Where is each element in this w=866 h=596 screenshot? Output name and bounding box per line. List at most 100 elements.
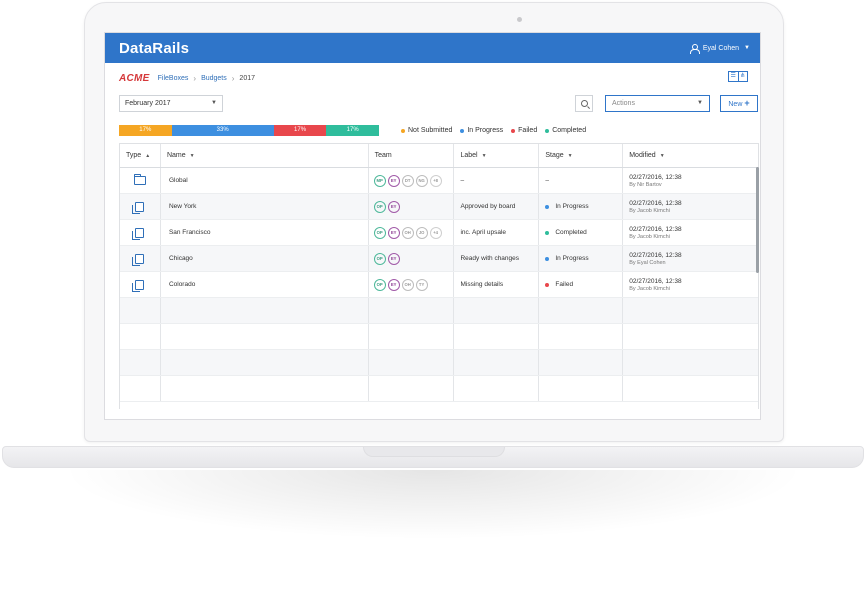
period-value: February 2017	[125, 100, 171, 107]
modified-cell: 02/27/2016, 12:38 By Nir Bartov	[623, 168, 758, 193]
row-name: Global	[168, 177, 188, 184]
table-row	[120, 350, 758, 376]
legend-dot-icon	[545, 128, 550, 133]
table-row[interactable]: Colorado OP EY OH TY Missing details Failed 02/…	[120, 272, 758, 298]
table-row[interactable]: San Francisco OP EY OH JO +4 inc. April upsale…	[120, 220, 758, 246]
table-scrollbar[interactable]	[756, 167, 759, 273]
stage-cell: In Progress	[539, 194, 624, 219]
top-bar: DataRails Eyal Cohen ▼	[105, 33, 760, 63]
team-avatar[interactable]: OH	[401, 278, 414, 291]
modified-cell: 02/27/2016, 12:38 By Eyal Cohen	[623, 246, 758, 271]
column-header-stage[interactable]: Stage ▼	[539, 144, 624, 167]
name-cell	[161, 324, 369, 349]
column-header-team[interactable]: Team	[369, 144, 455, 167]
table-row[interactable]: New York OP EY Approved by board In Progress…	[120, 194, 758, 220]
team-avatar[interactable]: EY	[387, 200, 400, 213]
row-name: San Francisco	[168, 229, 211, 236]
name-cell[interactable]: New York	[161, 194, 369, 219]
new-button[interactable]: New +	[720, 95, 758, 112]
table-row	[120, 324, 758, 350]
type-cell	[120, 324, 161, 349]
legend-item: Not Submitted	[401, 127, 452, 134]
type-cell	[120, 246, 161, 271]
table-header: Type ▲ Name ▼ Team Label ▼ Stage ▼ Modified ▼	[120, 144, 758, 168]
type-cell	[120, 220, 161, 245]
table-body: Global MP EY DT NG +8– –02/27/2016, 12:38 By Ni…	[120, 168, 758, 402]
breadcrumb-fileboxes[interactable]: FileBoxes	[157, 74, 189, 82]
team-avatar[interactable]: EY	[387, 226, 400, 239]
table-row[interactable]: Global MP EY DT NG +8– –02/27/2016, 12:38 By Ni…	[120, 168, 758, 194]
breadcrumb: ACME FileBoxes › Budgets › 2017 ☰ ⋔	[119, 71, 754, 85]
more-members-badge[interactable]: +4	[429, 226, 442, 239]
table-row[interactable]: Chicago OP EY Ready with changes In Progress…	[120, 246, 758, 272]
team-avatar[interactable]: DT	[401, 174, 414, 187]
name-cell[interactable]: Chicago	[161, 246, 369, 271]
breadcrumb-separator-icon: ›	[231, 73, 235, 83]
team-cell: OP EY OH JO +4	[369, 220, 455, 245]
stage-dot-icon	[545, 230, 550, 235]
app-screen: DataRails Eyal Cohen ▼ ACME FileBoxes › …	[104, 32, 761, 420]
chevron-down-icon: ▼	[211, 100, 217, 106]
modified-cell: 02/27/2016, 12:38 By Jacob Kimchi	[623, 194, 758, 219]
type-cell	[120, 272, 161, 297]
team-cell	[369, 324, 455, 349]
name-cell	[161, 298, 369, 323]
type-cell	[120, 298, 161, 323]
row-stage: Failed	[555, 281, 574, 288]
column-header-type[interactable]: Type ▲	[120, 144, 161, 167]
period-select[interactable]: February 2017 ▼	[119, 95, 223, 112]
team-avatar[interactable]: MP	[373, 174, 386, 187]
team-avatar[interactable]: EY	[387, 174, 400, 187]
search-button[interactable]	[575, 95, 593, 112]
team-avatar[interactable]: TY	[415, 278, 428, 291]
name-cell	[161, 376, 369, 401]
list-view-icon[interactable]: ☰	[729, 72, 739, 81]
name-cell[interactable]: Global	[161, 168, 369, 193]
legend-label: Completed	[552, 127, 587, 134]
team-avatar[interactable]: EY	[387, 278, 400, 291]
breadcrumb-current: 2017	[239, 74, 255, 82]
actions-select[interactable]: Actions ▼	[605, 95, 710, 112]
name-cell[interactable]: Colorado	[161, 272, 369, 297]
row-stage: Completed	[555, 229, 587, 236]
column-header-modified[interactable]: Modified ▼	[629, 152, 665, 159]
modified-by: By Eyal Cohen	[629, 259, 666, 266]
modified-cell	[623, 324, 758, 349]
type-cell	[120, 376, 161, 401]
tree-view-icon[interactable]: ⋔	[740, 73, 746, 79]
brand-logo[interactable]: DataRails	[119, 39, 190, 57]
legend-label: Not Submitted	[408, 127, 453, 134]
team-avatar[interactable]: OP	[373, 252, 386, 265]
more-members-badge[interactable]: +8	[429, 174, 442, 187]
sort-desc-icon: ▼	[481, 153, 487, 159]
user-menu[interactable]: Eyal Cohen ▼	[689, 43, 750, 54]
name-cell[interactable]: San Francisco	[161, 220, 369, 245]
laptop-notch	[363, 447, 505, 457]
modified-cell	[623, 298, 758, 323]
team-avatar[interactable]: JO	[415, 226, 428, 239]
column-header-label[interactable]: Label ▼	[454, 144, 540, 167]
row-label: inc. April upsale	[460, 229, 507, 236]
label-cell	[454, 298, 540, 323]
team-avatar[interactable]: NG	[415, 174, 428, 187]
legend-dot-icon	[460, 128, 465, 133]
team-avatar[interactable]: EY	[387, 252, 400, 265]
team-avatar[interactable]: OP	[373, 226, 386, 239]
team-avatar[interactable]: OH	[401, 226, 414, 239]
legend-label: In Progress	[467, 127, 504, 134]
view-toggle[interactable]: ☰ ⋔	[728, 71, 748, 82]
stage-cell	[539, 376, 624, 401]
folder-icon	[133, 174, 146, 185]
modified-cell	[623, 350, 758, 375]
row-name: New York	[168, 203, 197, 210]
column-header-name[interactable]: Name ▼	[161, 144, 369, 167]
row-label: Approved by board	[460, 203, 516, 210]
modified-by: By Nir Bartov	[629, 181, 662, 188]
search-icon	[580, 100, 588, 107]
team-avatar[interactable]: OP	[373, 200, 386, 213]
stage-cell: Completed	[539, 220, 624, 245]
modified-date: 02/27/2016, 12:38	[629, 173, 682, 181]
breadcrumb-budgets[interactable]: Budgets	[201, 74, 227, 82]
sort-desc-icon: ▼	[189, 153, 195, 159]
team-avatar[interactable]: OP	[373, 278, 386, 291]
